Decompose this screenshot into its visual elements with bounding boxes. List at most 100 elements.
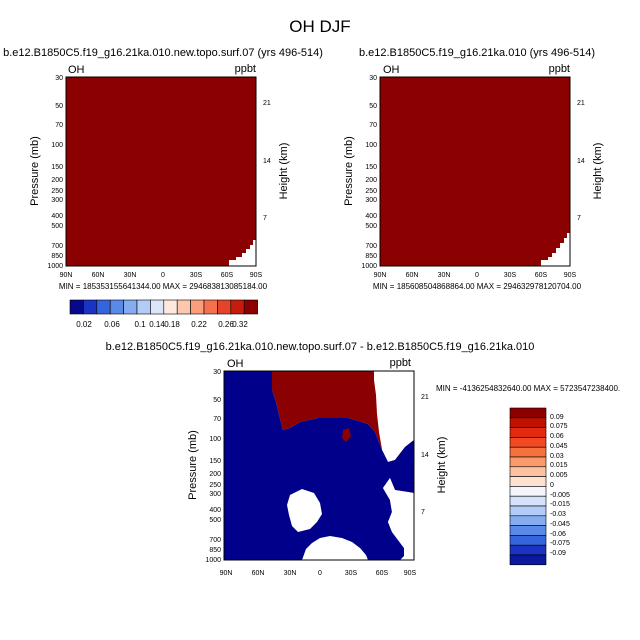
panel-3-low-region bbox=[224, 371, 414, 560]
panel-3-ytick: 300 bbox=[209, 491, 221, 498]
panel-2-ytick: 300 bbox=[365, 197, 377, 204]
panel-1-xtick: 60S bbox=[221, 272, 234, 279]
panel-1-rtick: 7 bbox=[263, 215, 267, 222]
panel-3-ytick: 700 bbox=[209, 537, 221, 544]
panel-2-frame bbox=[379, 76, 571, 267]
colorbar-top-label: 0.06 bbox=[104, 320, 120, 329]
panel-3-xtick: 90S bbox=[404, 570, 417, 577]
colorbar-top-swatch bbox=[109, 299, 124, 315]
panel-2: b.e12.B1850C5.f19_g16.21ka.010 (yrs 496-… bbox=[343, 47, 604, 291]
panel-1-rtick: 21 bbox=[263, 100, 271, 107]
colorbar-top-swatch bbox=[203, 299, 218, 315]
panel-2-ytick: 30 bbox=[369, 75, 377, 82]
panel-3-xtick: 30S bbox=[345, 570, 358, 577]
panel-1-ytick: 850 bbox=[51, 253, 63, 260]
panel-1-ylabel-right: Height (km) bbox=[278, 143, 290, 200]
panel-2-right-ticks: 21 14 7 bbox=[577, 100, 585, 222]
panel-3-right-label: ppbt bbox=[390, 357, 411, 369]
panel-3-white-pocket bbox=[302, 536, 368, 560]
panel-1-left-label: OH bbox=[68, 64, 85, 76]
panel-3-high-region bbox=[272, 371, 414, 493]
colorbar-diff-swatch bbox=[509, 476, 547, 487]
panel-3-yticks: 30 50 70 100 150 200 250 300 400 500 700… bbox=[205, 369, 221, 564]
panel-3-xtick: 0 bbox=[318, 570, 322, 577]
colorbar-diff-label: 0.015 bbox=[550, 462, 568, 469]
colorbar-diff-label: 0.03 bbox=[550, 453, 564, 460]
panel-3-right-ticks: 21 14 7 bbox=[421, 394, 429, 516]
colorbar-diff-swatch bbox=[509, 515, 547, 526]
panel-1-frame bbox=[65, 76, 257, 267]
panel-3-white-hole bbox=[287, 489, 322, 532]
colorbar-diff-label: -0.06 bbox=[550, 531, 566, 538]
panel-1-title: b.e12.B1850C5.f19_g16.21ka.010.new.topo.… bbox=[3, 47, 323, 59]
panel-3-plot-area bbox=[223, 370, 415, 561]
colorbar-diff-swatch bbox=[509, 544, 547, 556]
colorbar-diff-swatch bbox=[509, 466, 547, 477]
panel-2-ytick: 100 bbox=[365, 142, 377, 149]
panel-1-ytick: 200 bbox=[51, 177, 63, 184]
colorbar-top-label: 0.14 bbox=[149, 320, 165, 329]
colorbar-diff-label: -0.015 bbox=[550, 501, 570, 508]
colorbar-diff-swatch bbox=[509, 407, 547, 419]
panel-2-right-label: ppbt bbox=[549, 63, 570, 75]
panel-3-ytick: 100 bbox=[209, 436, 221, 443]
panel-3-ytick: 30 bbox=[213, 369, 221, 376]
panel-2-title: b.e12.B1850C5.f19_g16.21ka.010 (yrs 496-… bbox=[359, 47, 595, 59]
panel-3-ytick: 200 bbox=[209, 471, 221, 478]
panel-3-rtick: 7 bbox=[421, 509, 425, 516]
colorbar-diff-label: 0 bbox=[550, 482, 554, 489]
colorbar-top-swatch bbox=[136, 299, 151, 315]
colorbar-top-swatch bbox=[150, 299, 165, 315]
panel-1-xtick: 30N bbox=[124, 272, 137, 279]
panel-2-xtick: 90S bbox=[564, 272, 577, 279]
panel-1: b.e12.B1850C5.f19_g16.21ka.010.new.topo.… bbox=[3, 47, 323, 291]
colorbar-diff-swatch bbox=[509, 417, 547, 428]
panel-1-xtick: 0 bbox=[161, 272, 165, 279]
panel-3-ytick: 850 bbox=[209, 547, 221, 554]
colorbar-diff-swatch bbox=[509, 535, 547, 546]
panel-3-xtick: 60S bbox=[376, 570, 389, 577]
panel-3-ytick: 70 bbox=[213, 416, 221, 423]
panel-2-ytick: 150 bbox=[365, 164, 377, 171]
colorbar-top-label: 0.02 bbox=[76, 320, 92, 329]
colorbar-diff-label: -0.005 bbox=[550, 492, 570, 499]
panel-3-ytick: 1000 bbox=[205, 557, 221, 564]
panel-2-xtick: 30S bbox=[504, 272, 517, 279]
figure-title: OH DJF bbox=[289, 17, 350, 36]
panel-2-ytick: 70 bbox=[369, 122, 377, 129]
panel-1-ytick: 500 bbox=[51, 223, 63, 230]
panel-1-ytick: 70 bbox=[55, 122, 63, 129]
panel-1-xtick: 90N bbox=[60, 272, 73, 279]
panel-2-xtick: 90N bbox=[374, 272, 387, 279]
colorbar-top-swatch bbox=[96, 299, 111, 315]
panel-2-ytick: 1000 bbox=[361, 263, 377, 270]
panel-1-field bbox=[66, 77, 256, 266]
panel-2-ytick: 200 bbox=[365, 177, 377, 184]
panel-1-yticks: 30 50 70 100 150 200 250 300 400 500 700… bbox=[47, 75, 63, 270]
colorbar-diff-label: 0.06 bbox=[550, 433, 564, 440]
panel-1-topography bbox=[229, 240, 256, 266]
panel-2-xticks: 90N 60N 30N 0 30S 60S 90S bbox=[374, 272, 577, 279]
panel-1-xtick: 60N bbox=[92, 272, 105, 279]
panel-2-ytick: 850 bbox=[365, 253, 377, 260]
panel-2-ytick: 250 bbox=[365, 188, 377, 195]
panel-3-frame bbox=[223, 370, 415, 561]
panel-1-ytick: 50 bbox=[55, 103, 63, 110]
panel-3-ylabel: Pressure (mb) bbox=[187, 430, 199, 500]
panel-3-red-patch bbox=[342, 428, 351, 442]
panel-2-rtick: 7 bbox=[577, 215, 581, 222]
panel-1-plot-area bbox=[65, 76, 257, 267]
colorbar-top-label: 0.32 bbox=[232, 320, 248, 329]
panel-3-ytick: 150 bbox=[209, 458, 221, 465]
colorbar-diff-label: -0.045 bbox=[550, 521, 570, 528]
panel-2-xtick: 60S bbox=[535, 272, 548, 279]
colorbar-diff-swatch bbox=[509, 495, 547, 507]
colorbar-diff-label: 0.075 bbox=[550, 423, 568, 430]
panel-3-ytick: 250 bbox=[209, 482, 221, 489]
colorbar-diff-swatch bbox=[509, 486, 547, 497]
colorbar-top-swatch bbox=[190, 299, 205, 315]
panel-1-xticks: 90N 60N 30N 0 30S 60S 90S bbox=[60, 272, 263, 279]
panel-2-xtick: 60N bbox=[406, 272, 419, 279]
panel-3-xtick: 30N bbox=[284, 570, 297, 577]
